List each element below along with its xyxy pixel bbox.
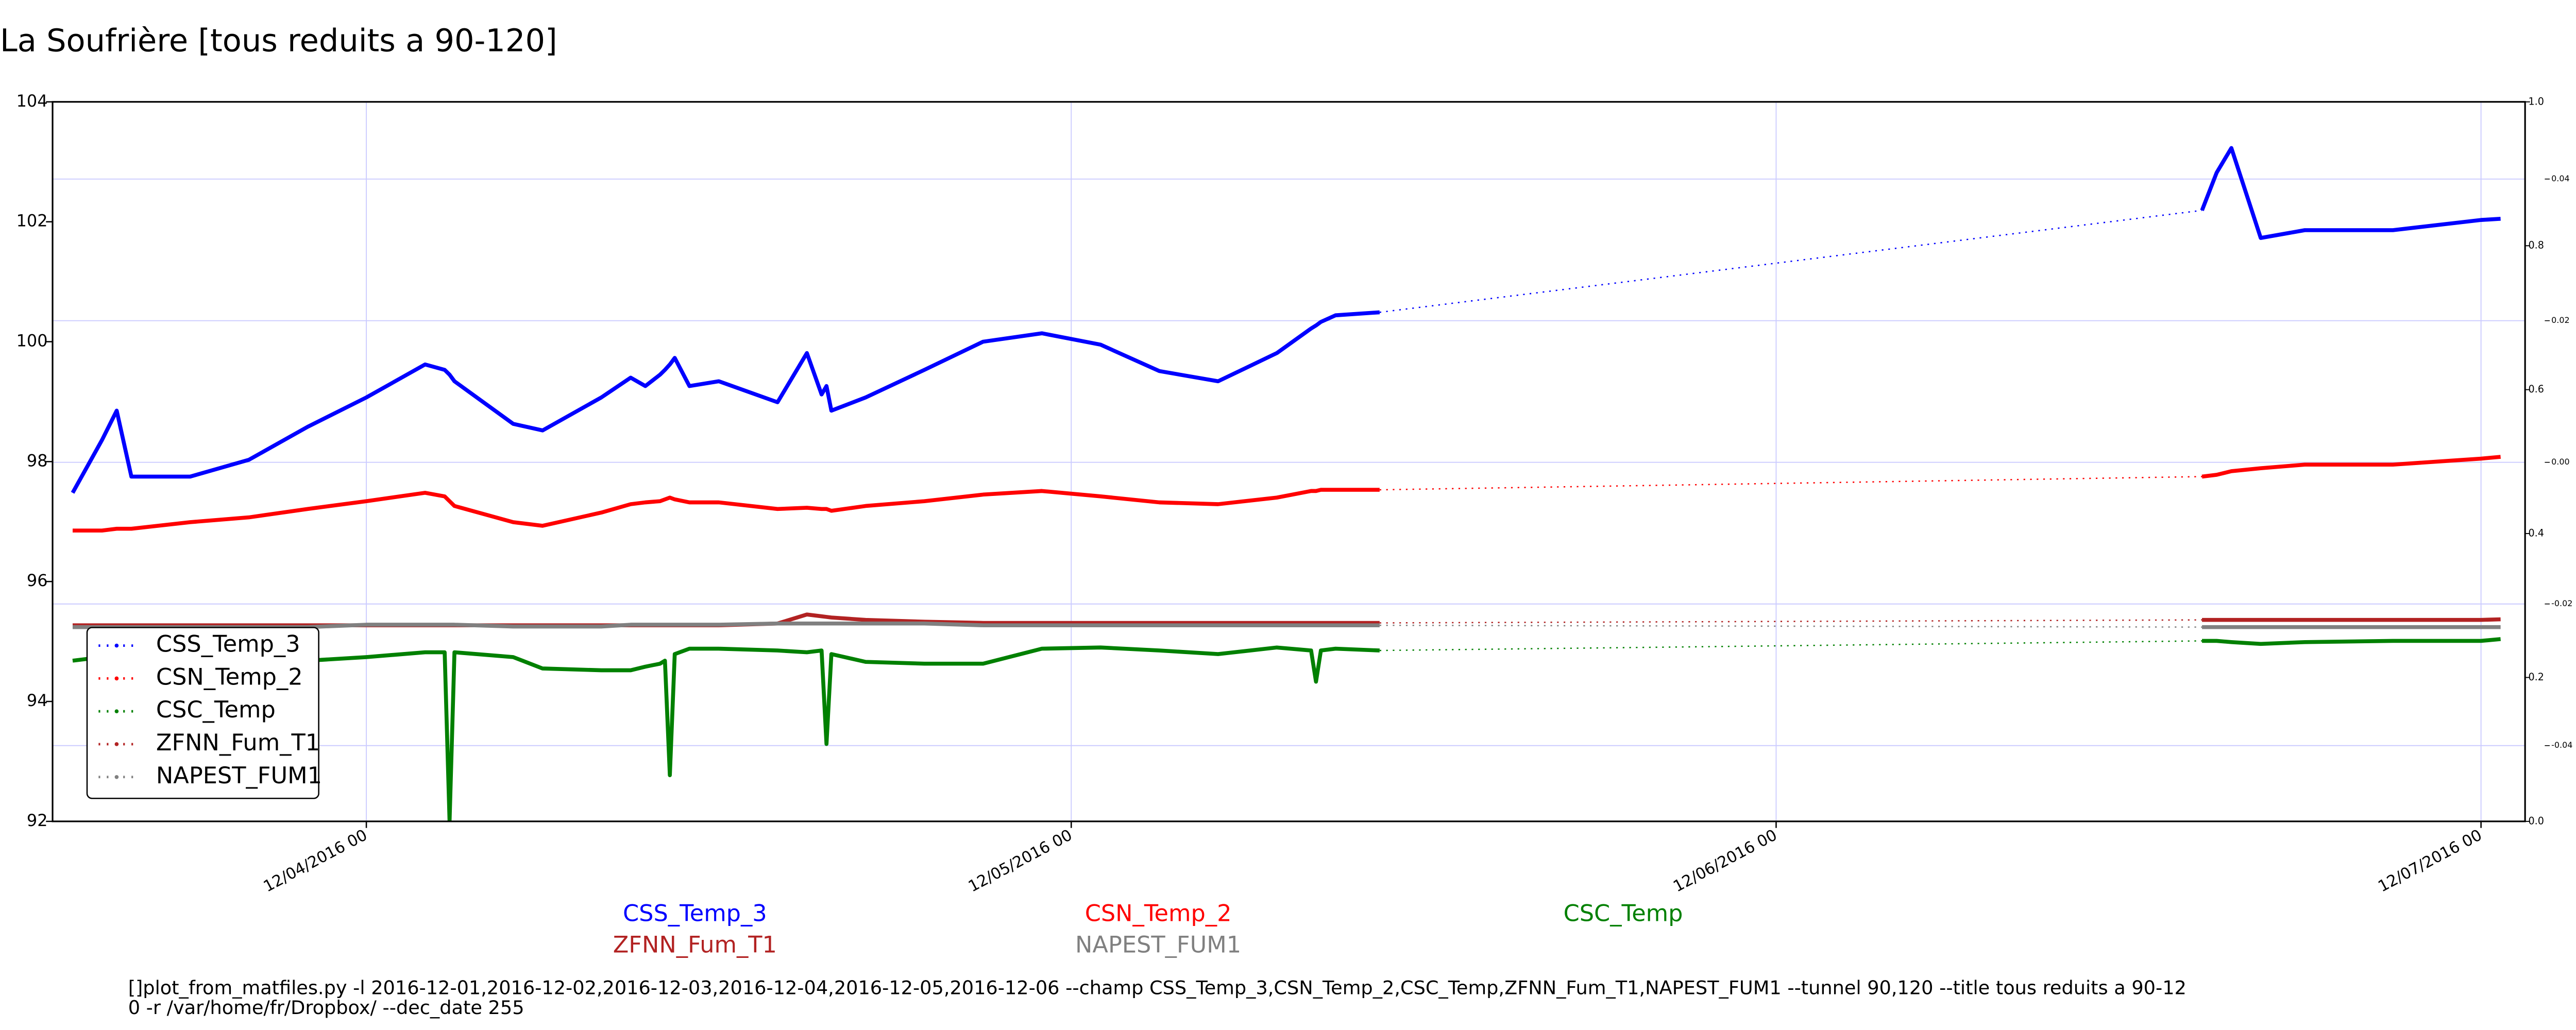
y-tick-label: 98 (27, 451, 48, 470)
series-line (72, 455, 2501, 533)
gap-connector (1379, 210, 2202, 313)
grid-layer (53, 101, 2526, 821)
legend-label: ZFNN_Fum_T1 (156, 729, 320, 756)
chart-title: La Soufrière [tous reduits a 90-120] (0, 23, 557, 59)
series-name-label: NAPEST_FUM1 (1075, 931, 1241, 958)
y-tick-label: 94 (27, 691, 48, 710)
legend-dot (114, 643, 119, 648)
series-labels: CSS_Temp_3 CSN_Temp_2 CSC_Temp ZFNN_Fum_T1 N… (613, 900, 1683, 958)
y3-tick-label: -0.02 (2551, 598, 2572, 608)
y2-tick-label: 0.8 (2529, 239, 2544, 251)
legend-label: CSS_Temp_3 (156, 631, 300, 658)
legend-label: CSC_Temp (156, 696, 276, 723)
series-line (72, 621, 2501, 629)
footnote: []plot_from_matfiles.py -l 2016-12-01,20… (128, 977, 2187, 999)
y-tick-label: 92 (27, 811, 48, 830)
legend-dot (114, 775, 119, 779)
legend-dot (114, 709, 119, 714)
series-name-label: CSS_Temp_3 (623, 900, 767, 927)
legend-dot (114, 676, 119, 681)
y-tick-label: 102 (16, 211, 48, 231)
series-name-label: CSC_Temp (1564, 900, 1683, 927)
y2-tick-label: 0.4 (2529, 527, 2544, 539)
series-line (71, 146, 2501, 494)
y-tick-label: 104 (16, 91, 48, 111)
y2-tick-label: 1.0 (2529, 95, 2544, 107)
y3-tick-label: -0.04 (2551, 740, 2572, 750)
y3-tick-label: 0.04 (2551, 174, 2569, 183)
y2-tick-label: 0.2 (2529, 671, 2544, 683)
y3-tick-label: 0.00 (2551, 457, 2569, 467)
series-line (72, 637, 2501, 821)
y3-tick-label: 0.02 (2551, 315, 2569, 325)
legend-box (86, 627, 319, 799)
y2-tick-label: 0.0 (2529, 815, 2544, 827)
series-layer (71, 146, 2501, 821)
footnote: 0 -r /var/home/fr/Dropbox/ --dec_date 25… (128, 997, 524, 1019)
y-tick-label: 100 (16, 331, 48, 350)
legend-label: NAPEST_FUM1 (156, 762, 322, 789)
y2-tick-label: 0.6 (2529, 383, 2544, 395)
legend: CSS_Temp_3 CSN_Temp_2 CSC_Temp ZFNN_Fum_T1 N… (98, 631, 322, 789)
legend-dot (114, 742, 119, 746)
series-name-label: CSN_Temp_2 (1085, 900, 1232, 927)
y-tick-label: 96 (27, 571, 48, 590)
legend-label: CSN_Temp_2 (156, 663, 303, 690)
series-name-label: ZFNN_Fum_T1 (613, 931, 777, 958)
